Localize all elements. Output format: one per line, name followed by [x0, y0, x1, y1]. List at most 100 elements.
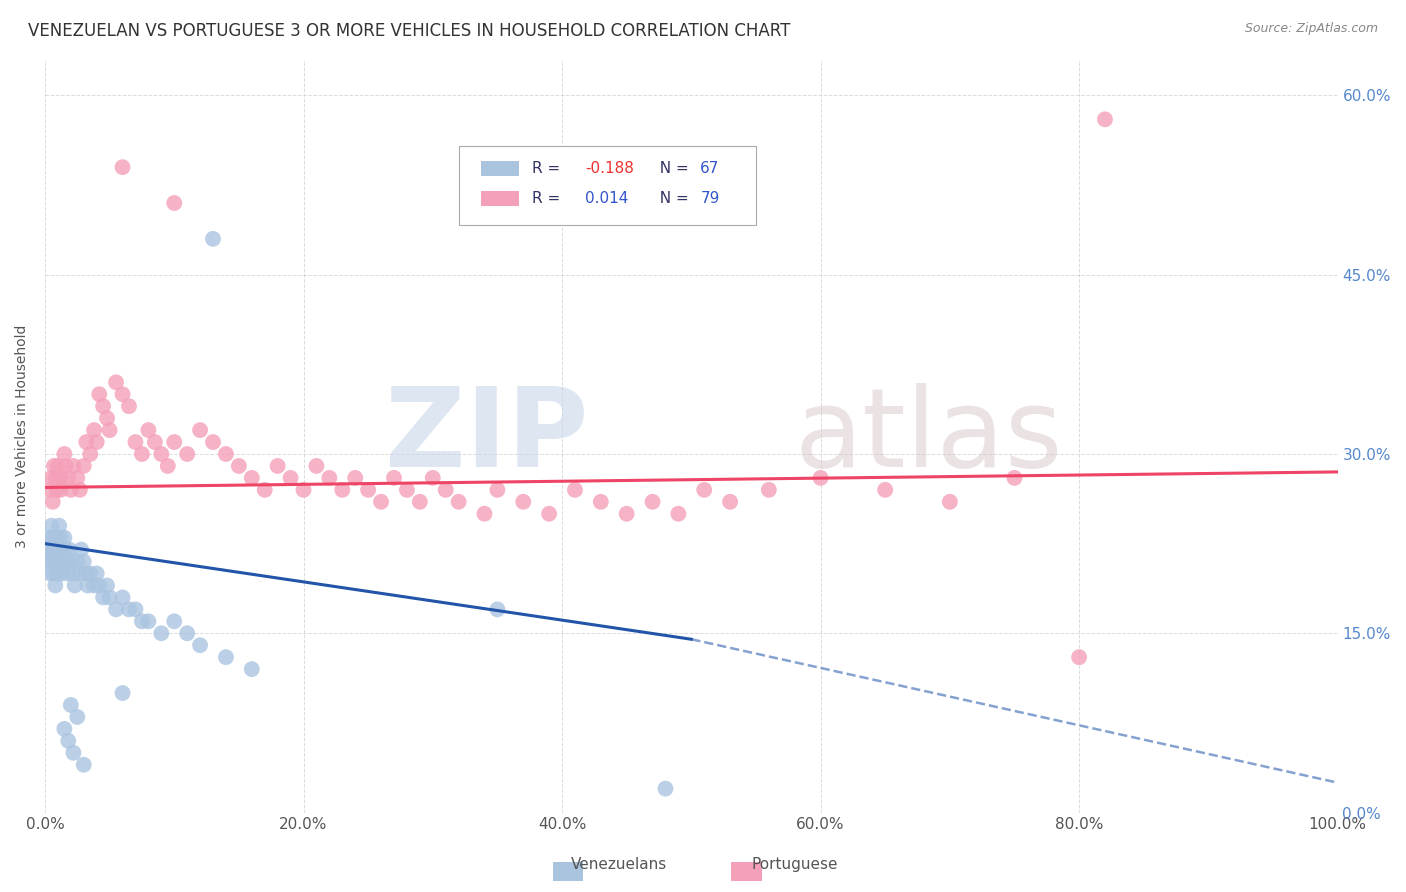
Point: [105, 602, 128, 616]
Point: [228, 458, 250, 473]
Point: [52, 542, 75, 557]
Point: [150, 626, 173, 640]
Point: [131, 615, 153, 629]
Point: [395, 483, 418, 497]
Point: [86, 566, 108, 581]
Point: [58, 566, 80, 581]
Point: [641, 495, 664, 509]
Point: [693, 483, 716, 497]
Point: [240, 471, 263, 485]
Bar: [481, 161, 519, 177]
Point: [49, 531, 72, 545]
Point: [46, 458, 69, 473]
Point: [59, 555, 82, 569]
Point: [53, 531, 76, 545]
Point: [69, 483, 91, 497]
Point: [73, 458, 96, 473]
Point: [111, 160, 134, 174]
Point: [79, 566, 101, 581]
Point: [654, 781, 676, 796]
Point: [202, 435, 225, 450]
Point: [45, 483, 67, 497]
Point: [138, 615, 160, 629]
Bar: [481, 192, 519, 206]
Point: [96, 411, 118, 425]
Point: [46, 566, 69, 581]
Point: [96, 578, 118, 592]
Y-axis label: 3 or more Vehicles in Household: 3 or more Vehicles in Household: [15, 325, 30, 548]
Point: [105, 376, 128, 390]
Point: [79, 447, 101, 461]
Point: [98, 423, 121, 437]
Point: [1004, 471, 1026, 485]
Point: [83, 423, 105, 437]
Point: [48, 471, 70, 485]
Point: [53, 447, 76, 461]
Point: [41, 542, 63, 557]
Point: [45, 555, 67, 569]
Point: [49, 555, 72, 569]
Point: [681, 196, 703, 211]
Point: [70, 542, 93, 557]
Point: [62, 566, 84, 581]
Point: [370, 495, 392, 509]
Point: [45, 531, 67, 545]
Point: [69, 566, 91, 581]
Point: [75, 566, 97, 581]
Point: [66, 555, 89, 569]
Point: [89, 578, 111, 592]
Point: [73, 555, 96, 569]
Point: [38, 555, 60, 569]
Text: R =: R =: [533, 191, 565, 206]
Point: [58, 734, 80, 748]
Text: R =: R =: [533, 161, 565, 176]
Text: ZIP: ZIP: [384, 383, 588, 490]
Point: [344, 471, 367, 485]
Point: [55, 458, 77, 473]
Point: [48, 542, 70, 557]
Point: [42, 555, 65, 569]
Point: [163, 196, 186, 211]
Text: VENEZUELAN VS PORTUGUESE 3 OR MORE VEHICLES IN HOUSEHOLD CORRELATION CHART: VENEZUELAN VS PORTUGUESE 3 OR MORE VEHIC…: [28, 22, 790, 40]
Point: [156, 458, 179, 473]
Point: [42, 566, 65, 581]
Point: [42, 458, 65, 473]
Point: [66, 710, 89, 724]
Point: [49, 483, 72, 497]
Point: [875, 483, 897, 497]
Text: Portuguese: Portuguese: [751, 857, 838, 872]
Point: [616, 507, 638, 521]
Point: [939, 495, 962, 509]
Point: [111, 387, 134, 401]
Point: [564, 483, 586, 497]
Point: [42, 531, 65, 545]
Point: [98, 591, 121, 605]
Point: [59, 483, 82, 497]
Text: 79: 79: [700, 191, 720, 206]
Point: [118, 602, 141, 616]
Point: [486, 483, 509, 497]
Point: [538, 507, 561, 521]
Point: [330, 483, 353, 497]
Point: [447, 495, 470, 509]
Point: [240, 662, 263, 676]
Point: [51, 542, 73, 557]
Point: [422, 471, 444, 485]
Point: [56, 555, 79, 569]
Point: [51, 566, 73, 581]
Point: [305, 458, 328, 473]
Point: [44, 555, 66, 569]
Point: [46, 542, 69, 557]
FancyBboxPatch shape: [458, 146, 756, 226]
Point: [512, 495, 534, 509]
Point: [55, 542, 77, 557]
Point: [91, 399, 114, 413]
Point: [44, 578, 66, 592]
Point: [53, 722, 76, 736]
Point: [176, 626, 198, 640]
Point: [589, 495, 612, 509]
Point: [357, 483, 380, 497]
Point: [42, 495, 65, 509]
Point: [409, 495, 432, 509]
Point: [382, 471, 405, 485]
